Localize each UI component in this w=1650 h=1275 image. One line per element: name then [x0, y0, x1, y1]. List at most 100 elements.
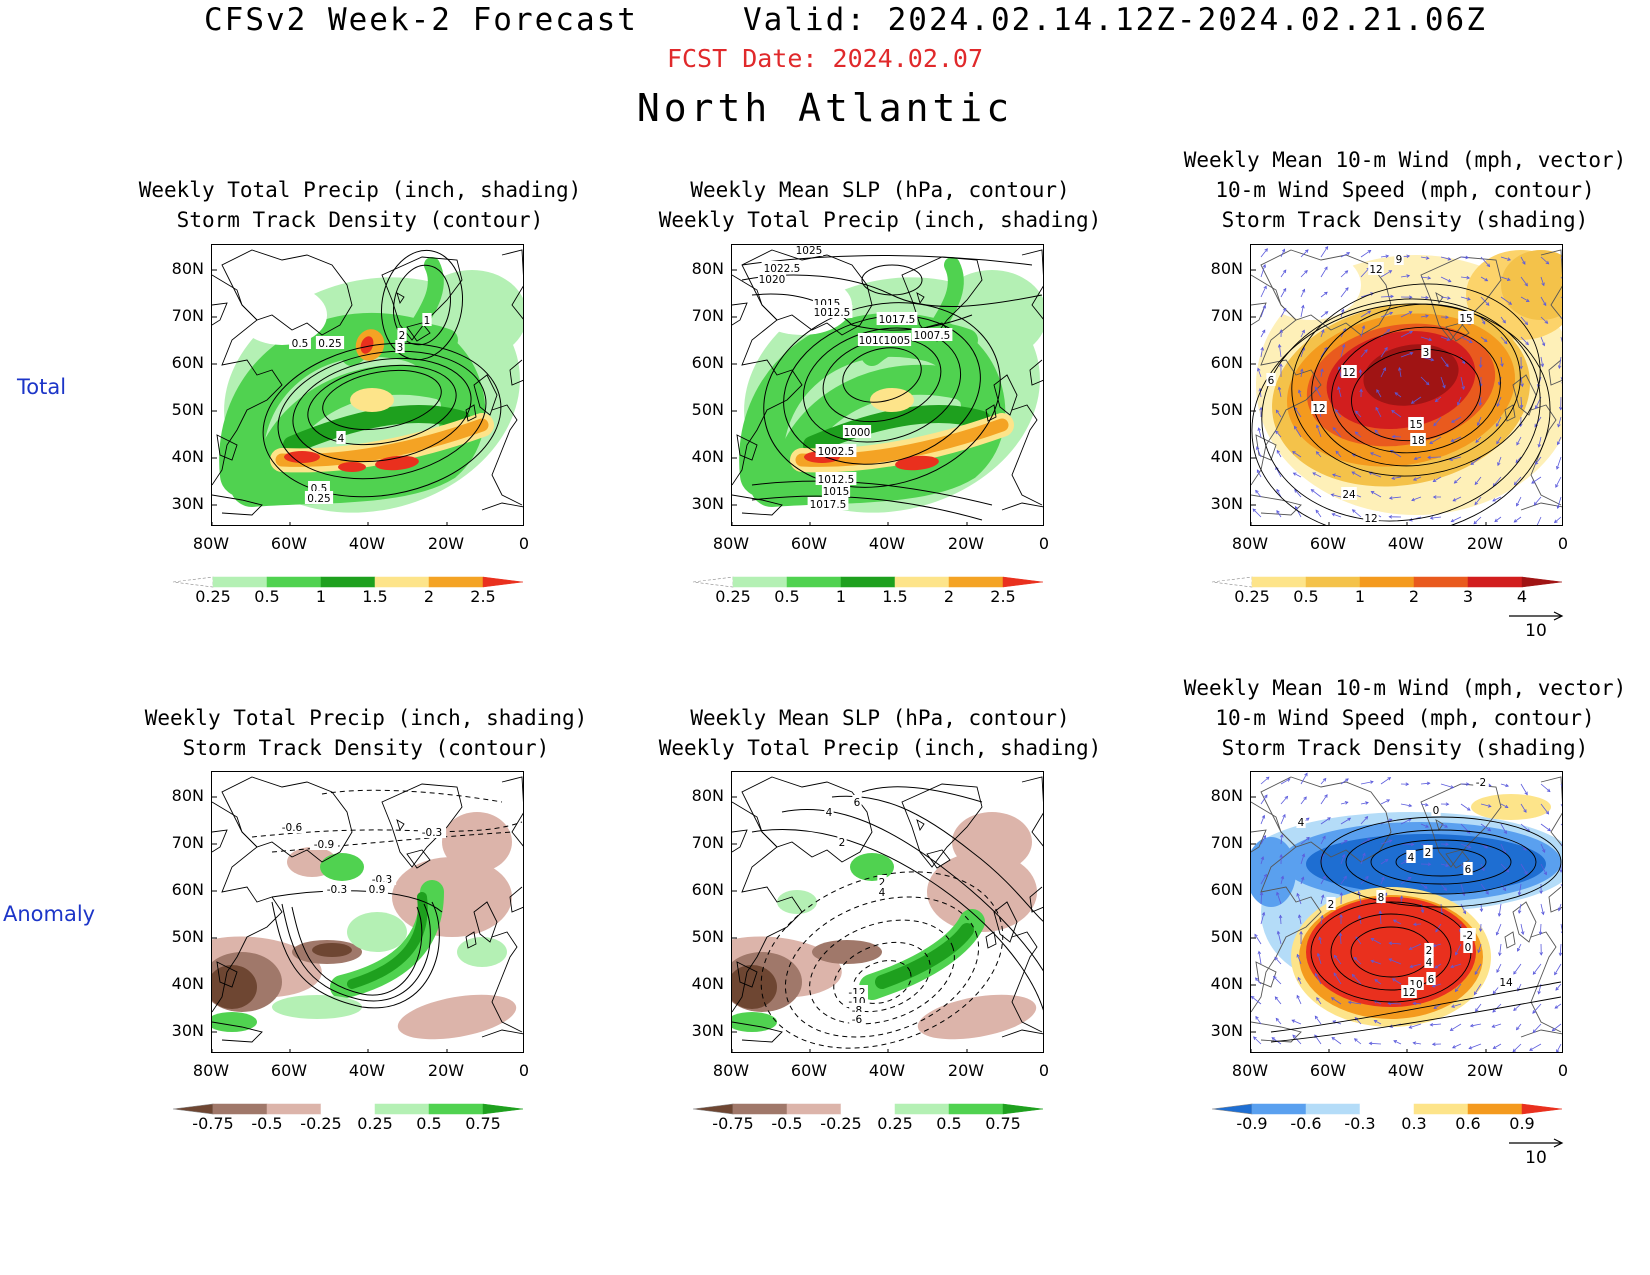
contour-line — [783, 315, 981, 465]
wind-vector — [1480, 316, 1486, 325]
wind-vector-head — [1468, 339, 1473, 344]
wind-vector-head — [1543, 871, 1547, 876]
wind-vector — [1555, 476, 1562, 488]
wind-vector-head — [1502, 887, 1507, 892]
wind-vector — [1400, 803, 1412, 807]
wind-vector — [1298, 914, 1302, 925]
wind-vector-head — [1484, 277, 1489, 282]
shading-region — [1306, 897, 1476, 1007]
wind-vector — [1296, 954, 1302, 965]
coastline — [221, 776, 353, 863]
wind-vector — [1300, 853, 1305, 865]
wind-vector-head — [1388, 515, 1393, 519]
wind-vector — [1358, 915, 1362, 925]
wind-vector-head — [1347, 817, 1352, 822]
wind-vector — [1420, 782, 1430, 785]
wind-vector-head — [1384, 858, 1389, 863]
contour-line — [1291, 283, 1541, 477]
wind-vector — [1400, 330, 1413, 338]
wind-vector — [1360, 250, 1371, 258]
wind-vector-head — [1462, 910, 1467, 915]
colorbar-swatch — [266, 576, 322, 588]
lat-tick-label: 30N — [1210, 494, 1243, 513]
wind-vector-head — [1447, 296, 1451, 300]
wind-vector-head — [1324, 794, 1328, 798]
wind-vector-head — [1524, 791, 1528, 796]
wind-vector-head — [1282, 813, 1286, 818]
wind-vector — [1320, 311, 1328, 318]
colorbar-tick-label: 1.5 — [362, 587, 388, 606]
wind-vector — [1271, 1037, 1282, 1045]
colorbar-swatch — [786, 576, 842, 588]
wind-vector — [1380, 840, 1392, 845]
shading-region — [442, 812, 512, 872]
shading-region — [812, 940, 882, 964]
colorbar-swatch — [172, 576, 214, 588]
shading-region — [212, 965, 257, 1009]
contour-label: 1000 — [844, 427, 871, 439]
wind-vector — [1500, 843, 1506, 854]
wind-vector — [1532, 963, 1542, 975]
wind-vector — [1430, 516, 1442, 519]
wind-vector — [1454, 476, 1462, 484]
wind-vector-head — [1273, 975, 1277, 980]
wind-vector-head — [1478, 364, 1483, 369]
colorbar-swatch — [894, 576, 950, 588]
contour-label: 1017.5 — [810, 499, 847, 511]
wind-vector-head — [1529, 1047, 1533, 1051]
contour-line — [1270, 996, 1562, 1043]
wind-vector-head — [1292, 472, 1297, 476]
contour-label-bg — [1401, 985, 1417, 998]
wind-vector — [1380, 777, 1391, 785]
wind-vector-head — [1412, 477, 1417, 481]
wind-vector — [1340, 840, 1348, 845]
wind-vector — [1500, 823, 1507, 834]
wind-vector — [1340, 801, 1348, 805]
wind-vector — [1280, 834, 1283, 845]
lat-tick-label: 50N — [1210, 927, 1243, 946]
lat-tick-label: 70N — [171, 306, 204, 325]
wind-vector — [1433, 943, 1442, 947]
wind-vector — [1331, 1037, 1342, 1045]
wind-vector-head — [1297, 976, 1301, 981]
wind-vector-head — [1370, 780, 1374, 784]
coastline — [1540, 776, 1562, 847]
wind-vector-head — [1461, 360, 1466, 365]
lon-tick-label: 80W — [1231, 534, 1269, 553]
colorbar-swatch — [1467, 576, 1523, 588]
wind-vector — [1477, 943, 1482, 953]
colorbar-swatch — [374, 1103, 430, 1115]
contour-line — [751, 293, 973, 331]
wind-vector-head — [1466, 807, 1471, 811]
shading-band — [875, 923, 974, 989]
wind-vector-head — [1318, 936, 1322, 941]
contour-label-bg — [289, 336, 311, 349]
map-plot-area: 6 4 2 2 4 -12 -10 -8 -6 — [731, 771, 1044, 1053]
wind-vector-head — [1370, 491, 1375, 495]
coastline — [1548, 359, 1562, 386]
wind-vector-head — [1485, 302, 1490, 306]
wind-vector-head — [1475, 439, 1479, 443]
wind-vector — [1512, 1043, 1522, 1052]
contour-line — [281, 903, 431, 1002]
wind-vector-head — [1276, 449, 1280, 454]
wind-vector — [1516, 436, 1522, 446]
wind-vector — [1540, 256, 1549, 265]
wind-vector — [1540, 823, 1551, 832]
contour-line — [1320, 816, 1562, 908]
contour-label-bg — [911, 328, 953, 341]
colorbar-slp-anom: -0.75 -0.5 -0.25 0.25 0.5 0.75 — [692, 1101, 1044, 1133]
wind-vector — [1389, 496, 1402, 499]
lat-tick-label: 40N — [1210, 974, 1243, 993]
wind-vector-head — [1479, 908, 1484, 913]
wind-vector — [1300, 773, 1308, 785]
wind-vector — [1280, 249, 1285, 258]
contour-label-bg — [304, 491, 334, 504]
wind-vector — [1300, 249, 1309, 258]
wind-vector-head — [1315, 424, 1320, 429]
wind-vector-head — [1353, 1038, 1358, 1042]
wind-vector — [1429, 436, 1442, 444]
contour-line — [321, 789, 503, 803]
contour-label: 12 — [1402, 987, 1415, 999]
reference-vector-label: 10 — [1525, 1148, 1547, 1168]
